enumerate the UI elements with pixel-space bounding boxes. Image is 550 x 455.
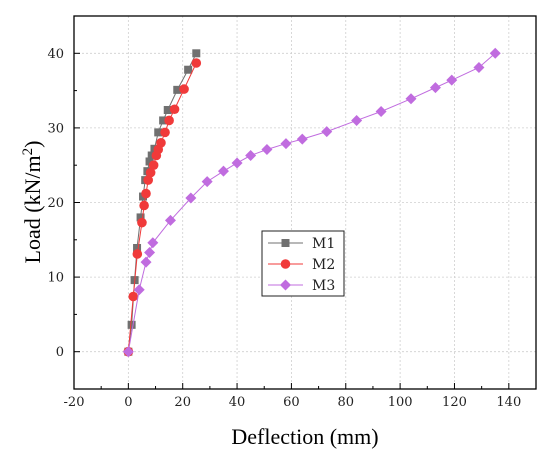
data-point-m2	[160, 127, 170, 138]
data-point-m3	[133, 284, 145, 296]
legend-marker-m3	[280, 279, 291, 291]
axis-ticks: -20 0 20 40 60 80 100 120 140 0 10 20 30 40	[47, 15, 521, 410]
x-tick-label: 100	[388, 395, 413, 410]
data-point-m3	[296, 133, 308, 145]
data-point-m2	[141, 188, 151, 199]
data-point-m2	[143, 175, 153, 185]
data-point-m1	[154, 128, 163, 137]
data-point-m1	[163, 105, 172, 114]
y-tick-label: 10	[47, 271, 64, 286]
data-point-m3	[489, 47, 501, 59]
y-tick-label: 40	[47, 47, 64, 62]
data-point-m3	[140, 256, 152, 268]
x-tick-label: 120	[442, 395, 467, 410]
series-m3	[122, 47, 501, 358]
data-point-m1	[173, 85, 182, 94]
data-point-m3	[147, 237, 159, 249]
series-layer	[122, 47, 501, 358]
data-point-m3	[405, 93, 417, 105]
data-point-m3	[473, 61, 485, 73]
data-point-m1	[184, 65, 193, 74]
x-tick-label: -20	[64, 395, 85, 410]
y-axis-title-main: Load (kN/m	[20, 155, 45, 263]
data-point-m2	[156, 138, 166, 148]
data-point-m2	[137, 217, 147, 228]
legend-label-m3: M3	[312, 278, 335, 294]
x-axis-title: Deflection (mm)	[231, 424, 378, 449]
data-point-m3	[375, 105, 387, 117]
x-tick-label: 0	[124, 395, 132, 410]
data-point-m2	[169, 104, 180, 115]
x-tick-label: 80	[337, 395, 354, 410]
data-point-m2	[145, 167, 156, 178]
data-point-m3	[144, 246, 156, 258]
data-point-m3	[245, 150, 257, 162]
data-point-m1	[127, 320, 136, 329]
data-point-m3	[231, 157, 243, 169]
y-tick-label: 20	[47, 196, 64, 211]
data-point-m1	[136, 213, 145, 222]
data-point-m1	[145, 157, 154, 166]
data-point-m3	[164, 214, 176, 226]
data-point-m2	[139, 200, 149, 211]
legend-marker-m1	[281, 239, 290, 247]
x-tick-label: 40	[229, 395, 246, 410]
data-point-m2	[148, 160, 159, 170]
y-tick-label: 0	[56, 345, 64, 360]
data-point-m2	[128, 291, 139, 302]
data-point-m3	[185, 192, 197, 204]
data-point-m2	[179, 84, 189, 94]
data-point-m1	[159, 116, 168, 125]
data-point-m3	[321, 126, 333, 138]
x-tick-label: 20	[174, 395, 191, 410]
y-axis-title: Load (kN/m2)	[20, 141, 45, 264]
data-point-m2	[164, 115, 174, 126]
x-tick-label: 140	[496, 395, 521, 410]
data-point-m1	[192, 49, 201, 58]
data-point-m3	[261, 144, 273, 156]
data-point-m3	[217, 165, 229, 177]
data-point-m3	[446, 74, 458, 86]
y-axis-title-superscript: 2	[20, 148, 36, 156]
data-point-m3	[201, 176, 213, 188]
x-tick-label: 60	[283, 395, 300, 410]
data-point-m2	[132, 249, 143, 259]
y-axis-title-close: )	[20, 141, 45, 148]
data-point-m2	[191, 58, 202, 68]
legend-label-m1: M1	[312, 236, 335, 252]
data-point-m3	[122, 346, 134, 358]
legend-label-m2: M2	[312, 257, 335, 273]
y-tick-label: 30	[47, 121, 64, 136]
data-point-m3	[351, 114, 363, 126]
data-point-m1	[133, 244, 142, 253]
legend: M1 M2 M3	[261, 230, 345, 297]
data-point-m3	[280, 138, 292, 150]
grid-lines	[74, 16, 536, 389]
series-line-m3	[127, 52, 496, 352]
legend-marker-m2	[280, 259, 291, 269]
data-point-m3	[429, 82, 441, 94]
